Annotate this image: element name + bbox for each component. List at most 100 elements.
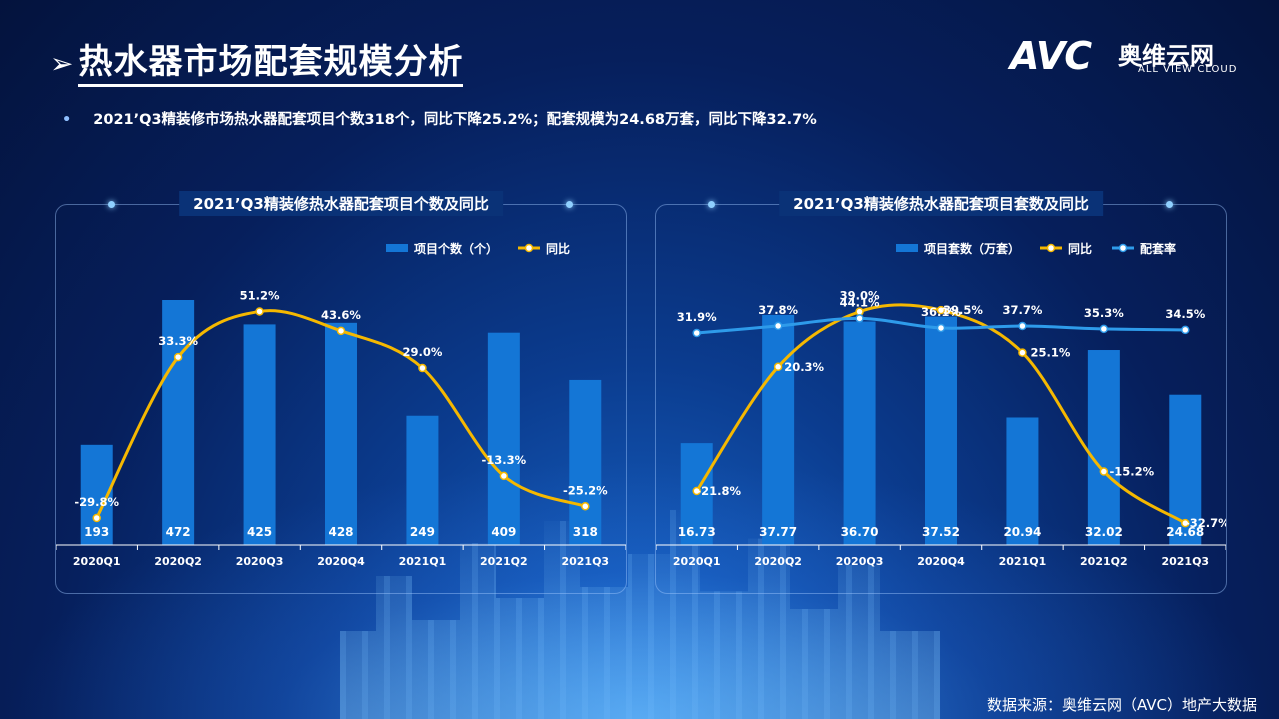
bar-value-label: 428 bbox=[328, 525, 353, 539]
bar-value-label: 16.73 bbox=[678, 525, 716, 539]
bar bbox=[243, 324, 276, 545]
series-point bbox=[773, 362, 783, 372]
series-point bbox=[1018, 321, 1027, 331]
panel-dot-icon bbox=[566, 201, 573, 208]
series-data-label: -25.2% bbox=[563, 483, 608, 497]
bar bbox=[162, 300, 195, 545]
series-point bbox=[418, 363, 427, 373]
bar-value-label: 193 bbox=[84, 525, 109, 539]
series-point bbox=[499, 471, 509, 481]
bar bbox=[762, 315, 795, 545]
summary-bullet: • 2021’Q3精装修市场热水器配套项目个数318个，同比下降25.2%；配套规… bbox=[62, 108, 817, 129]
series-data-label: 31.9% bbox=[677, 310, 717, 324]
series-data-label: 44.1% bbox=[840, 295, 880, 309]
bar-value-label: 425 bbox=[247, 525, 272, 539]
bar bbox=[487, 332, 520, 545]
bar-value-label: 24.68 bbox=[1166, 525, 1204, 539]
series-data-label: 29.0% bbox=[402, 345, 442, 359]
chart-legend: 项目个数（个） 同比 bbox=[386, 241, 570, 256]
bar-value-label: 37.52 bbox=[922, 525, 960, 539]
bar bbox=[1087, 350, 1120, 545]
x-tick-label: 2021Q2 bbox=[1080, 555, 1128, 568]
x-tick-label: 2021Q3 bbox=[1161, 555, 1209, 568]
series-point bbox=[1018, 348, 1027, 357]
series-point bbox=[692, 486, 701, 496]
title-arrow-icon: ➢ bbox=[50, 47, 75, 80]
series-data-label: -21.8% bbox=[696, 484, 741, 498]
panel-dot-icon bbox=[1166, 201, 1173, 208]
page-title-text: 热水器市场配套规模分析 bbox=[78, 42, 464, 87]
series-point bbox=[1099, 324, 1109, 334]
x-tick-label: 2020Q1 bbox=[673, 555, 721, 568]
x-tick-label: 2021Q2 bbox=[480, 555, 528, 568]
bar-value-label: 37.77 bbox=[759, 525, 797, 539]
x-tick-label: 2021Q3 bbox=[561, 555, 609, 568]
chart-project-count: 项目个数（个） 同比 193 472 425 428 249 409 318 2020Q1 2020… bbox=[55, 241, 627, 568]
series-point bbox=[336, 326, 346, 336]
panel-dot-icon bbox=[708, 201, 715, 208]
series-data-label: 25.1% bbox=[1030, 346, 1070, 360]
chart-unit-count: 项目套数（万套） 同比 配套率 16.73 37.77 36.70 37.52 20.94 32… bbox=[655, 241, 1230, 568]
series-data-label: 37.8% bbox=[758, 303, 798, 317]
chart-panel-project-count: 2021’Q3精装修热水器配套项目个数及同比 项目个数（个） 同比 193 472 42… bbox=[55, 191, 627, 594]
legend-label: 配套率 bbox=[1140, 241, 1176, 256]
bar-value-label: 32.02 bbox=[1085, 525, 1123, 539]
series-point bbox=[1181, 518, 1190, 528]
avc-logo: AVC 奥维云网 ALL VIEW CLOUD bbox=[1010, 34, 1260, 84]
series-data-label: 33.3% bbox=[158, 334, 198, 348]
series-data-label: 35.3% bbox=[1084, 306, 1124, 320]
x-tick-label: 2020Q2 bbox=[754, 555, 802, 568]
series-data-label: -29.8% bbox=[74, 495, 119, 509]
legend-swatch-bar bbox=[896, 244, 918, 252]
series-data-label: 37.7% bbox=[1002, 303, 1042, 317]
x-tick-label: 2020Q2 bbox=[154, 555, 202, 568]
legend-label: 项目套数（万套） bbox=[924, 241, 1020, 256]
legend-swatch-marker bbox=[1046, 243, 1056, 253]
series-data-label: 39.5% bbox=[943, 303, 983, 317]
series-data-label: -13.3% bbox=[482, 453, 527, 467]
series-point bbox=[173, 352, 183, 362]
bar bbox=[325, 322, 357, 545]
bar bbox=[843, 321, 876, 545]
series-point bbox=[936, 305, 946, 315]
series-data-label: -32.7% bbox=[1185, 516, 1226, 530]
series-data-label: 39.0% bbox=[840, 289, 880, 303]
bar bbox=[1006, 417, 1039, 545]
x-tick-label: 2020Q4 bbox=[917, 555, 965, 568]
series-data-label: 36.1% bbox=[921, 305, 961, 319]
bar-value-label: 249 bbox=[410, 525, 435, 539]
chart-title: 2021’Q3精装修热水器配套项目套数及同比 bbox=[779, 191, 1103, 216]
x-tick-label: 2020Q1 bbox=[73, 555, 121, 568]
panel-dot-icon bbox=[108, 201, 115, 208]
legend-swatch-marker bbox=[524, 243, 534, 253]
series-point bbox=[936, 323, 946, 333]
bar bbox=[569, 379, 602, 545]
legend-label: 同比 bbox=[546, 241, 570, 256]
x-tick-label: 2020Q3 bbox=[836, 555, 884, 568]
bar-value-label: 409 bbox=[491, 525, 516, 539]
series-data-label: 20.3% bbox=[784, 360, 824, 374]
series-point bbox=[773, 321, 783, 331]
logo-mark: AVC bbox=[1010, 34, 1092, 78]
series-point bbox=[255, 307, 264, 316]
legend-swatch-bar bbox=[386, 244, 408, 252]
series-point bbox=[581, 502, 590, 511]
x-tick-label: 2021Q1 bbox=[399, 555, 447, 568]
logo-chinese: 奥维云网 bbox=[1118, 42, 1214, 70]
page-title: ➢ 热水器市场配套规模分析 bbox=[50, 34, 464, 87]
series-point bbox=[855, 314, 864, 323]
series-data-label: 34.5% bbox=[1165, 307, 1205, 321]
series-data-label: 43.6% bbox=[321, 308, 361, 322]
legend-label: 项目个数（个） bbox=[414, 241, 498, 256]
series-data-label: 51.2% bbox=[240, 288, 280, 302]
bar-value-label: 472 bbox=[166, 525, 191, 539]
legend-label: 同比 bbox=[1068, 241, 1092, 256]
x-tick-label: 2020Q4 bbox=[317, 555, 365, 568]
data-source: 数据来源：奥维云网（AVC）地产大数据 bbox=[986, 696, 1257, 714]
chart-title: 2021’Q3精装修热水器配套项目个数及同比 bbox=[179, 191, 503, 216]
bar-value-label: 318 bbox=[573, 525, 598, 539]
series-point bbox=[692, 328, 701, 338]
x-tick-label: 2020Q3 bbox=[236, 555, 284, 568]
chart-legend: 项目套数（万套） 同比 配套率 bbox=[896, 241, 1176, 256]
summary-text: 2021’Q3精装修市场热水器配套项目个数318个，同比下降25.2%；配套规模… bbox=[93, 112, 817, 128]
